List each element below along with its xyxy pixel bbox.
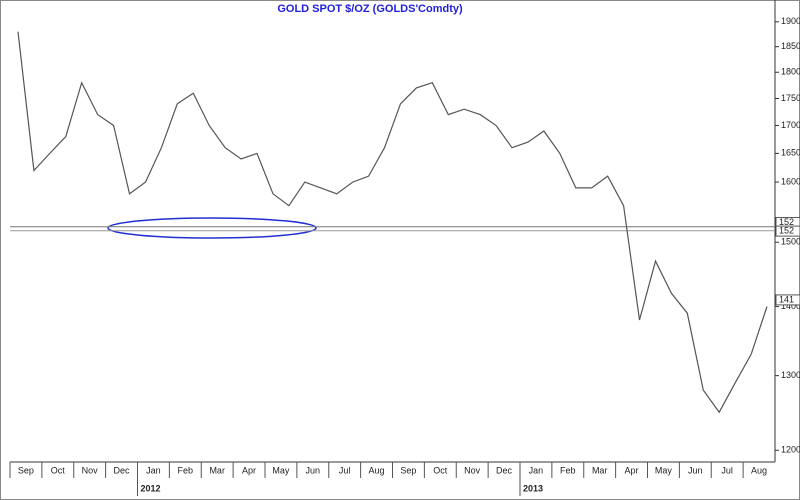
year-label: 2012 [141,483,161,493]
x-tick-label: Feb [178,465,194,475]
x-tick-label: Jun [306,465,321,475]
price-label-box [775,294,800,306]
x-tick-label: Dec [496,465,513,475]
x-tick-label: Oct [433,465,448,475]
x-tick-label: Nov [464,465,481,475]
y-tick-label: 1200 [781,445,800,455]
highlight-ellipse [107,217,317,239]
y-tick-label: 1500 [781,237,800,247]
y-tick-label: 1900 [781,16,800,26]
x-tick-label: Jun [688,465,703,475]
x-tick-label: Feb [560,465,576,475]
x-tick-label: Nov [82,465,99,475]
price-label: 141 [779,294,794,304]
x-tick-label: Jan [529,465,544,475]
x-tick-label: Jul [339,465,351,475]
x-tick-label: Oct [51,465,66,475]
x-tick-label: Mar [209,465,225,475]
x-tick-label: Sep [18,465,34,475]
x-tick-label: Aug [369,465,385,475]
y-tick-label: 1850 [781,41,800,51]
x-tick-label: May [272,465,290,475]
x-tick-label: Jul [721,465,733,475]
x-tick-label: Sep [400,465,416,475]
price-label-box [775,225,800,237]
y-tick-label: 1300 [781,370,800,380]
price-line [17,31,768,414]
price-label: 152 [779,225,794,235]
x-tick-label: Mar [592,465,608,475]
x-tick-label: Jan [146,465,161,475]
x-tick-label: Apr [625,465,639,475]
y-tick-label: 1800 [781,67,800,77]
y-tick-label: 1700 [781,120,800,130]
x-tick-label: Aug [751,465,767,475]
x-tick-label: Dec [114,465,131,475]
x-tick-label: May [655,465,673,475]
y-tick-label: 1600 [781,176,800,186]
x-tick-label: Apr [242,465,256,475]
y-tick-label: 1400 [781,301,800,311]
price-label: 152 [779,217,794,227]
y-tick-label: 1650 [781,148,800,158]
y-tick-label: 1750 [781,93,800,103]
year-label: 2013 [523,483,543,493]
chart-title: GOLD SPOT $/OZ (GOLDS'Comdty) [277,3,463,15]
